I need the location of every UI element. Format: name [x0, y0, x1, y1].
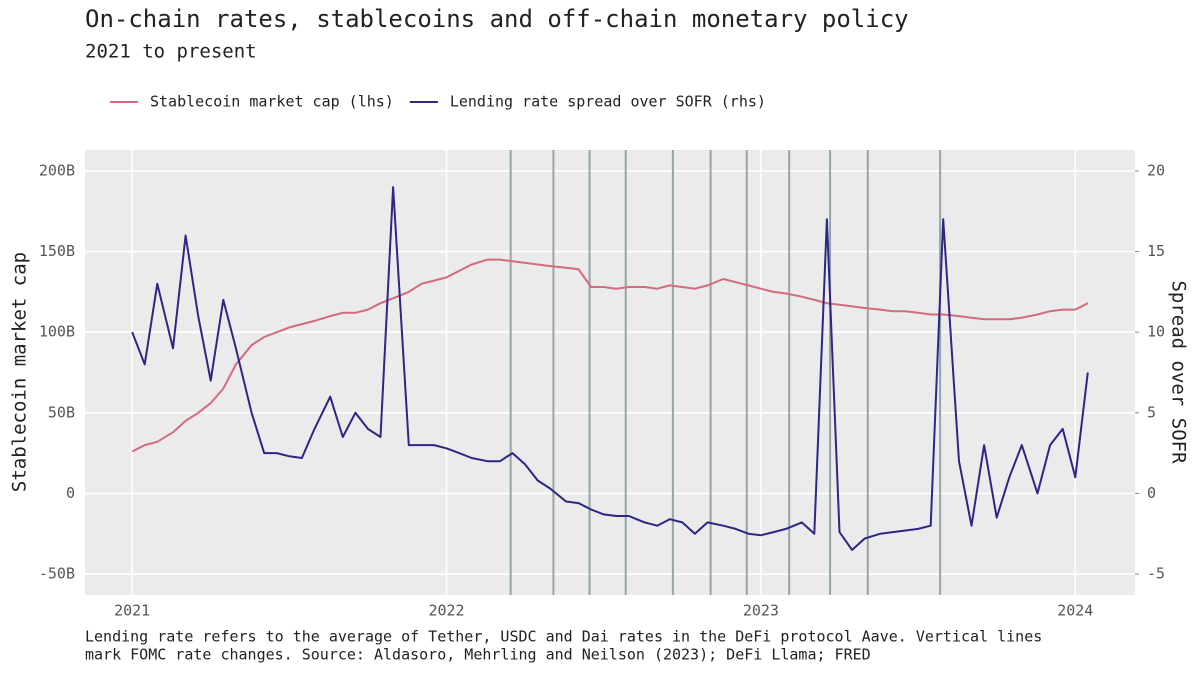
y-tick-label: 200B: [39, 161, 75, 179]
y2-axis-label: Spread over SOFR: [1168, 280, 1190, 464]
y2-tick-label: 5: [1147, 403, 1156, 421]
y-tick-label: 100B: [39, 323, 75, 341]
chart-title: On-chain rates, stablecoins and off-chai…: [85, 5, 909, 33]
series-line: [131, 258, 1089, 453]
chart-subtitle: 2021 to present: [85, 41, 257, 63]
plot-background: [85, 150, 1135, 595]
y-tick-label: -50B: [39, 565, 75, 583]
y2-tick-label: -5: [1147, 565, 1165, 583]
y2-tick-label: 20: [1147, 161, 1165, 179]
x-tick-label: 2023: [743, 602, 779, 620]
y-tick-label: 50B: [48, 403, 75, 421]
x-tick-label: 2024: [1057, 602, 1093, 620]
y-axis-label: Stablecoin market cap: [9, 252, 31, 492]
y2-tick-label: 15: [1147, 242, 1165, 260]
y-tick-label: 0: [66, 484, 75, 502]
note: Lending rate refers to the average of Te…: [85, 628, 1042, 646]
y-tick-label: 150B: [39, 242, 75, 260]
legend-label: Lending rate spread over SOFR (rhs): [450, 93, 766, 111]
x-tick-label: 2021: [114, 602, 150, 620]
y2-tick-label: 10: [1147, 323, 1165, 341]
legend-label: Stablecoin market cap (lhs): [150, 93, 394, 111]
x-tick-label: 2022: [428, 602, 464, 620]
note: mark FOMC rate changes. Source: Aldasoro…: [85, 646, 871, 664]
y2-tick-label: 0: [1147, 484, 1156, 502]
series-line: [131, 186, 1089, 551]
